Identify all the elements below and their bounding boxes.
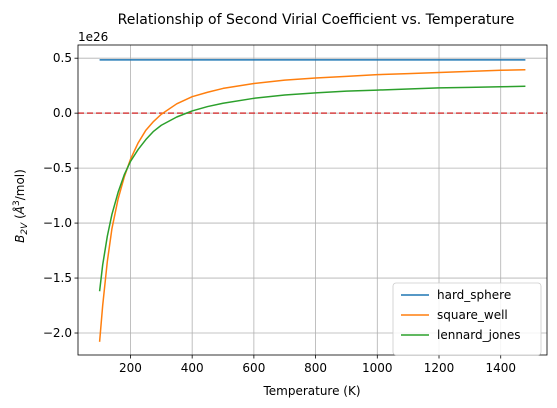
y-axis-label-var: B — [13, 235, 27, 243]
legend: hard_sphere square_well lennard_jones — [392, 282, 542, 356]
x-tick-label: 800 — [304, 361, 327, 375]
series-line-lennard-jones — [98, 85, 526, 292]
y-axis-label-open: ( — [13, 214, 27, 223]
legend-box — [392, 282, 542, 356]
x-axis-label: Temperature (K) — [262, 384, 360, 398]
legend-label-lennard-jones: lennard_jones — [437, 328, 521, 342]
x-tick-label: 200 — [119, 361, 142, 375]
legend-label-square-well: square_well — [437, 308, 508, 322]
y-axis-label-close: /mol) — [13, 169, 27, 200]
y-axis-ticks: 0.5 0.0 −0.5 −1.0 −1.5 −2.0 — [43, 51, 78, 340]
x-tick-label: 1400 — [485, 361, 516, 375]
y-tick-label: 0.0 — [53, 106, 72, 120]
y-tick-label: −0.5 — [43, 161, 72, 175]
y-offset-label: 1e26 — [78, 30, 108, 44]
y-tick-label: −2.0 — [43, 326, 72, 340]
x-tick-label: 600 — [242, 361, 265, 375]
y-tick-label: −1.5 — [43, 271, 72, 285]
x-tick-label: 1000 — [362, 361, 393, 375]
plot-frame — [77, 44, 548, 356]
y-axis-label-sup: 3 — [12, 200, 22, 206]
y-axis-label-sub: 2V — [20, 222, 30, 235]
y-axis-label: B2V (Å3/mol) — [12, 169, 30, 243]
y-axis-label-unit: Å — [12, 206, 27, 215]
x-tick-label: 400 — [181, 361, 204, 375]
x-tick-label: 1200 — [424, 361, 455, 375]
y-tick-label: 0.5 — [53, 51, 72, 65]
x-axis-ticks: 200 400 600 800 1000 1200 1400 — [119, 355, 516, 375]
chart-title: Relationship of Second Virial Coefficien… — [118, 12, 515, 28]
legend-label-hard-sphere: hard_sphere — [437, 288, 511, 302]
series-lines — [98, 59, 526, 342]
y-tick-label: −1.0 — [43, 216, 72, 230]
series-line-square-well — [98, 68, 526, 342]
